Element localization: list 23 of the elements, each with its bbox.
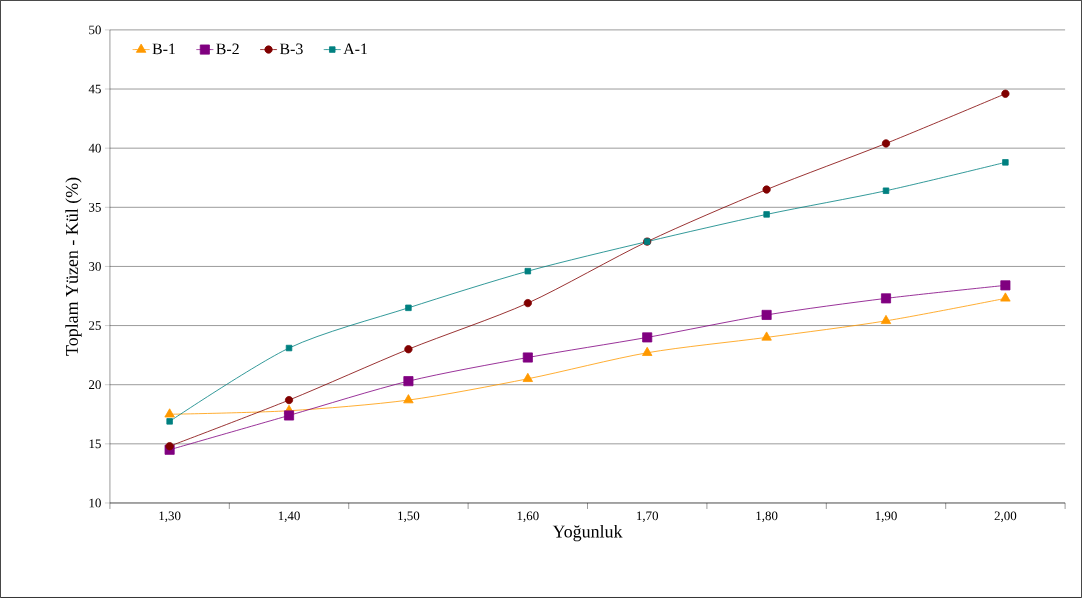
x-tick-label: 1,90: [875, 511, 897, 523]
x-tick-label: 1,80: [756, 511, 778, 523]
x-tick-label: 2,00: [994, 511, 1017, 523]
y-axis-title: Toplam Yüzen - Kül (%): [65, 177, 82, 356]
x-tick-label: 1,50: [398, 511, 420, 523]
x-tick-label: 1,40: [278, 511, 300, 523]
y-tick-label: 30: [89, 262, 101, 271]
x-tick-label: 1,70: [637, 511, 659, 523]
legend-label: A-1: [343, 43, 367, 55]
x-tick-label: 1,30: [159, 511, 181, 523]
y-tick-label: 35: [89, 202, 101, 212]
y-tick-label: 15: [89, 439, 101, 449]
y-tick-label: 10: [89, 498, 101, 508]
y-tick-label: 45: [88, 84, 101, 94]
x-tick-label: 1,60: [517, 511, 539, 523]
x-axis-title: Yoğunluk: [552, 524, 623, 542]
legend-label: B-3: [279, 43, 303, 55]
y-tick-label: 50: [89, 25, 101, 35]
y-tick-label: 25: [89, 321, 101, 330]
y-tick-label: 40: [88, 143, 101, 153]
legend-label: B-2: [216, 43, 239, 55]
y-tick-label: 20: [89, 380, 101, 390]
legend-label: B-1: [152, 43, 175, 55]
